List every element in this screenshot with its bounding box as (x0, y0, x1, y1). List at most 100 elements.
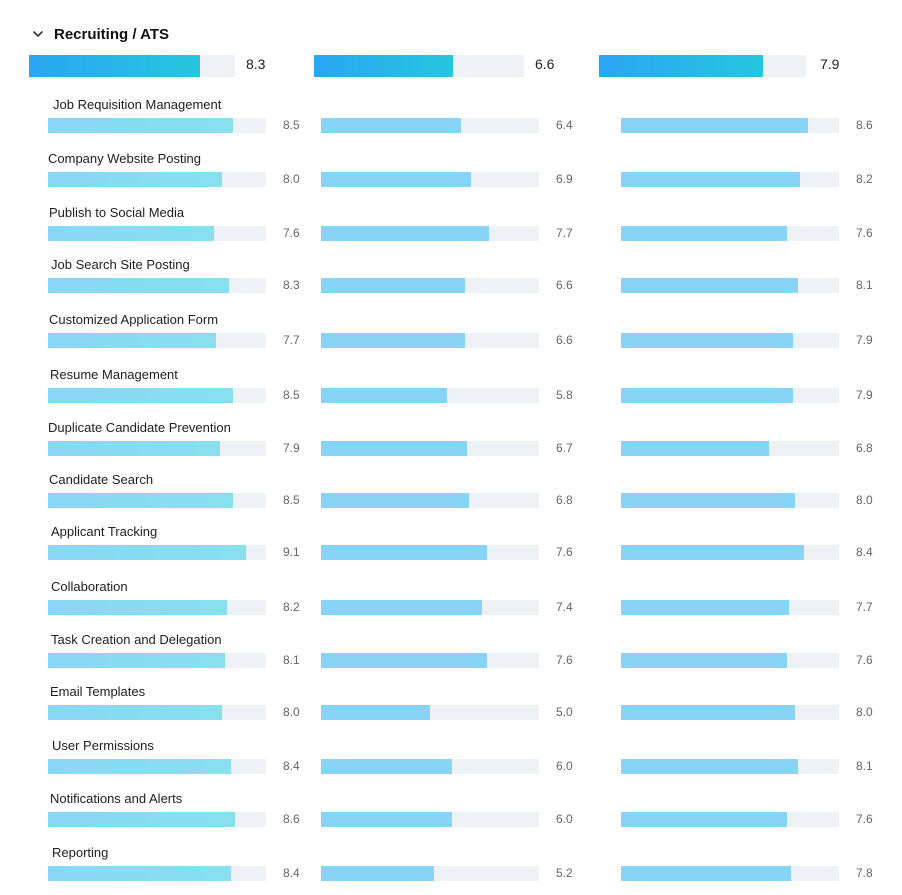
feature-label: User Permissions (52, 738, 154, 753)
score-value: 5.2 (556, 866, 573, 880)
feature-label: Candidate Search (49, 472, 154, 487)
feature-label: Notifications and Alerts (50, 791, 183, 806)
score-bar-col2 (321, 278, 539, 293)
score-bar-fill (321, 172, 472, 187)
feature-row: Applicant Tracking 9.1 7.6 8.4 (0, 524, 902, 572)
score-value: 8.4 (283, 866, 300, 880)
score-value: 8.5 (283, 388, 300, 402)
score-bar-fill (321, 866, 435, 881)
score-value: 7.7 (283, 333, 300, 347)
score-bar-fill (321, 600, 483, 615)
score-bar-fill (48, 441, 221, 456)
score-bar-col2 (321, 441, 539, 456)
score-bar-col1 (48, 705, 266, 720)
score-bar-fill (48, 226, 214, 241)
score-bar-fill (48, 705, 223, 720)
score-value: 6.4 (556, 118, 573, 132)
summary-bar-col3: 7.9 (599, 55, 850, 77)
feature-label: Customized Application Form (49, 312, 219, 327)
score-bar-col3 (621, 278, 839, 293)
score-value: 5.8 (556, 388, 573, 402)
score-value: 8.2 (283, 600, 300, 614)
score-bar-fill (48, 172, 223, 187)
score-bar-col2 (321, 388, 539, 403)
score-bar-col3 (621, 653, 839, 668)
score-bar-fill (321, 278, 465, 293)
feature-row: Company Website Posting 8.0 6.9 8.2 (0, 151, 902, 199)
score-bar-col3 (621, 545, 839, 560)
score-bar-fill (321, 759, 452, 774)
summary-bar-fill (599, 55, 763, 77)
feature-label: Job Search Site Posting (51, 257, 190, 272)
score-value: 8.2 (856, 172, 873, 186)
feature-row: Candidate Search 8.5 6.8 8.0 (0, 472, 902, 520)
feature-row: Collaboration 8.2 7.4 7.7 (0, 579, 902, 627)
score-value: 7.6 (856, 812, 873, 826)
score-bar-fill (48, 388, 234, 403)
section-header-recruiting[interactable]: Recruiting / ATS (30, 22, 169, 46)
feature-row: Job Search Site Posting 8.3 6.6 8.1 (0, 257, 902, 305)
feature-row: Job Requisition Management 8.5 6.4 8.6 (0, 97, 902, 145)
score-bar-fill (321, 812, 452, 827)
score-value: 8.3 (283, 278, 300, 292)
score-value: 7.9 (283, 441, 300, 455)
score-value: 6.8 (856, 441, 873, 455)
score-bar-col2 (321, 333, 539, 348)
score-bar-col1 (48, 545, 266, 560)
score-value: 8.6 (856, 118, 873, 132)
score-bar-fill (621, 759, 798, 774)
score-bar-col2 (321, 226, 539, 241)
feature-label: Collaboration (51, 579, 128, 594)
score-value: 8.1 (283, 653, 300, 667)
score-bar-fill (621, 441, 770, 456)
score-value: 7.6 (856, 226, 873, 240)
score-value: 8.1 (856, 759, 873, 773)
score-bar-col3 (621, 705, 839, 720)
feature-label: Job Requisition Management (53, 97, 222, 112)
feature-label: Task Creation and Delegation (51, 632, 222, 647)
score-value: 7.9 (856, 388, 873, 402)
score-bar-fill (48, 278, 229, 293)
score-bar-col2 (321, 812, 539, 827)
score-bar-col3 (621, 172, 839, 187)
score-value: 6.8 (556, 493, 573, 507)
score-bar-col2 (321, 653, 539, 668)
score-bar-col2 (321, 866, 539, 881)
summary-bar-col2: 6.6 (314, 55, 565, 77)
score-bar-fill (321, 118, 461, 133)
score-bar-col1 (48, 600, 266, 615)
score-bar-fill (48, 812, 236, 827)
score-bar-fill (621, 333, 794, 348)
summary-bar-track (29, 55, 235, 77)
score-bar-fill (321, 493, 470, 508)
score-bar-col1 (48, 333, 266, 348)
score-bar-col1 (48, 653, 266, 668)
feature-row: User Permissions 8.4 6.0 8.1 (0, 738, 902, 786)
score-bar-fill (321, 441, 468, 456)
score-bar-fill (321, 333, 465, 348)
score-value: 7.7 (556, 226, 573, 240)
score-bar-col2 (321, 172, 539, 187)
summary-score: 8.3 (246, 56, 266, 72)
score-bar-fill (621, 388, 794, 403)
feature-row: Email Templates 8.0 5.0 8.0 (0, 684, 902, 732)
score-bar-col2 (321, 118, 539, 133)
score-bar-fill (621, 118, 809, 133)
score-value: 8.0 (283, 172, 300, 186)
score-bar-fill (621, 226, 787, 241)
score-bar-col2 (321, 493, 539, 508)
score-value: 8.4 (283, 759, 300, 773)
summary-bar-fill (314, 55, 453, 77)
score-bar-fill (48, 493, 234, 508)
score-value: 8.1 (856, 278, 873, 292)
score-value: 7.8 (856, 866, 873, 880)
chevron-down-icon[interactable] (30, 26, 46, 42)
score-bar-col1 (48, 278, 266, 293)
feature-row: Task Creation and Delegation 8.1 7.6 7.6 (0, 632, 902, 680)
score-value: 6.7 (556, 441, 573, 455)
score-value: 7.6 (283, 226, 300, 240)
score-value: 6.6 (556, 278, 573, 292)
score-bar-col1 (48, 812, 266, 827)
score-value: 7.4 (556, 600, 573, 614)
score-bar-col3 (621, 812, 839, 827)
